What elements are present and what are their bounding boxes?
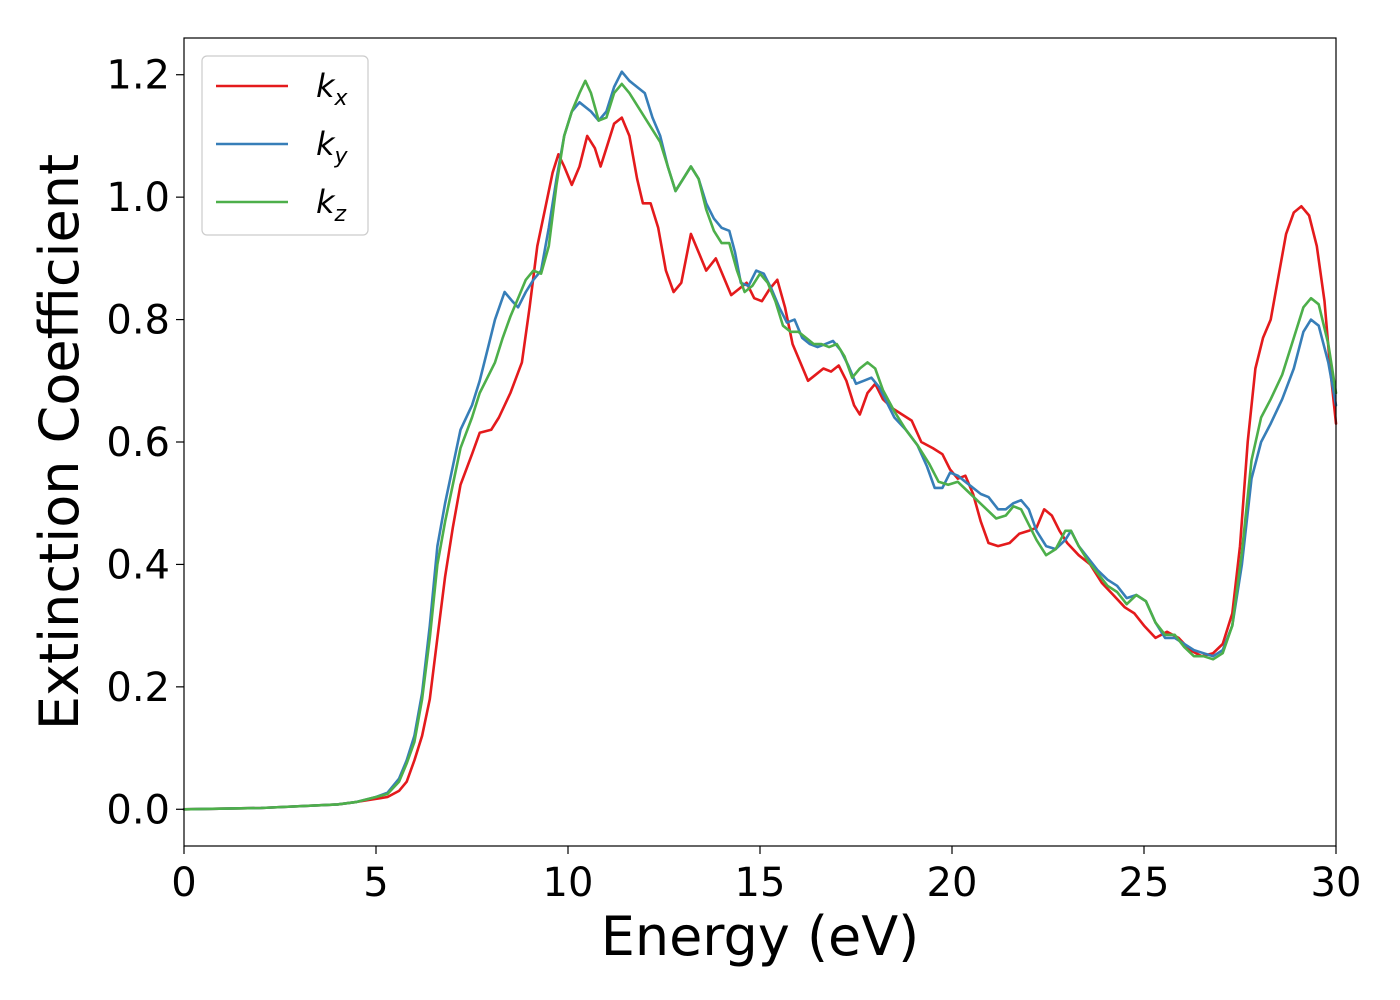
series-layer	[182, 70, 1338, 811]
x-axis-ticks: 0 5 10 15 20 25 30	[171, 846, 1361, 906]
series-line-k-z	[182, 79, 1338, 811]
legend-label-subscript: x	[334, 86, 349, 111]
x-tick-label: 30	[1311, 860, 1362, 906]
x-tick-label: 10	[543, 860, 594, 906]
y-tick-label: 0.8	[106, 298, 170, 344]
y-tick-label: 0.2	[106, 665, 170, 711]
y-axis-title: Extinction Coefficient	[28, 154, 91, 730]
legend-label-k-y: ky	[316, 125, 349, 169]
legend-label-subscript: y	[334, 144, 349, 169]
legend-label-base: k	[316, 125, 336, 163]
legend-label-k-x: kx	[316, 67, 349, 111]
legend-label-k-z: kz	[316, 183, 347, 227]
y-tick-label: 1.0	[106, 175, 170, 221]
legend-label-base: k	[316, 67, 336, 105]
legend-label-subscript: z	[334, 202, 347, 227]
x-tick-label: 15	[735, 860, 786, 906]
x-tick-label: 5	[363, 860, 388, 906]
x-axis-title: Energy (eV)	[601, 905, 920, 968]
x-tick-label: 25	[1119, 860, 1170, 906]
y-tick-label: 0.0	[106, 787, 170, 833]
legend-box	[201, 55, 369, 236]
legend-label-base: k	[316, 183, 336, 221]
x-tick-label: 20	[927, 860, 978, 906]
y-tick-label: 0.4	[106, 542, 170, 588]
y-axis-ticks: 0.0 0.2 0.4 0.6 0.8 1.0 1.2	[106, 53, 184, 833]
y-tick-label: 0.6	[106, 420, 170, 466]
y-tick-label: 1.2	[106, 53, 170, 99]
x-tick-label: 0	[171, 860, 196, 906]
